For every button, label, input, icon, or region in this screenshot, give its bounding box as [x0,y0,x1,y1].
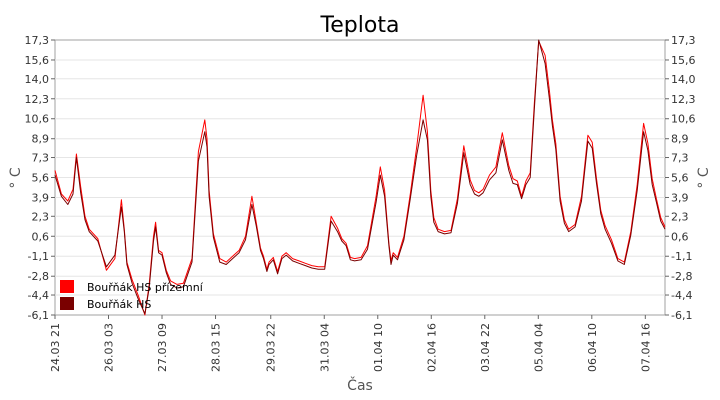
x-tick-label: 03.04 22 [479,323,492,372]
y-tick-label: 0,6 [671,230,689,243]
y-tick-label: 10,6 [25,113,50,126]
y-tick-label: 14,0 [25,73,50,86]
x-tick-label: 01.04 10 [372,323,385,372]
x-tick-label: 31.03 04 [318,323,331,372]
legend-swatch [60,297,74,310]
y-tick-label: 15,6 [25,54,50,67]
x-axis: 24.03 21 26.03 03 27.03 09 28.03 15 29.03 22… [49,315,652,372]
x-tick-label: 07.04 16 [639,323,652,372]
y-tick-label: -4,4 [671,289,692,302]
x-axis-label: Čas [347,376,373,394]
legend-swatch [60,280,74,293]
y-axis-left: 17,3 15,6 14,0 12,3 10,6 8,9 7,3 5,6 3,9 2,3 0,6 -1… [25,34,55,322]
legend: Bouřňák HS přízemní Bouřňák HS [60,280,204,311]
y-tick-label: 15,6 [671,54,696,67]
y-tick-label: -6,1 [671,309,692,322]
legend-label: Bouřňák HS přízemní [87,281,204,294]
y-tick-label: -4,4 [28,289,49,302]
y-tick-label: 10,6 [671,113,696,126]
x-tick-label: 02.04 16 [425,323,438,372]
y-tick-label: 14,0 [671,73,696,86]
y-tick-label: 5,6 [671,172,689,185]
y-tick-label: 17,3 [25,34,50,47]
y-tick-label: 12,3 [671,93,696,106]
y-tick-label: 7,3 [671,152,689,165]
y-tick-label: 17,3 [671,34,696,47]
y-tick-label: 7,3 [32,152,50,165]
y-tick-label: 5,6 [32,172,50,185]
chart-title: Teplota [320,13,400,38]
y-tick-label: 2,3 [671,210,689,223]
x-tick-label: 29.03 22 [265,323,278,372]
y-axis-label-right: ° C [696,167,712,188]
y-tick-label: -2,8 [671,270,692,283]
y-axis-label-left: ° C [8,167,24,188]
y-tick-label: 12,3 [25,93,50,106]
y-tick-label: -2,8 [28,270,49,283]
y-tick-label: 3,9 [671,191,689,204]
x-tick-label: 06.04 10 [586,323,599,372]
y-tick-label: 3,9 [32,191,50,204]
y-tick-label: 8,9 [32,133,50,146]
x-tick-label: 27.03 09 [156,323,169,372]
y-tick-label: -1,1 [671,250,692,263]
x-tick-label: 24.03 21 [49,323,62,372]
x-tick-label: 05.04 04 [532,323,545,372]
y-tick-label: 8,9 [671,133,689,146]
series-line-2 [54,39,666,315]
x-tick-label: 26.03 03 [103,323,116,372]
x-tick-label: 28.03 15 [210,323,223,372]
series-lines [54,39,666,316]
y-tick-label: -1,1 [28,250,49,263]
legend-label: Bouřňák HS [87,298,151,311]
y-axis-right: 17,3 15,6 14,0 12,3 10,6 8,9 7,3 5,6 3,9 2,3 0,6 -1… [665,34,696,322]
y-tick-label: -6,1 [28,309,49,322]
y-tick-label: 0,6 [32,230,50,243]
y-tick-label: 2,3 [32,210,50,223]
